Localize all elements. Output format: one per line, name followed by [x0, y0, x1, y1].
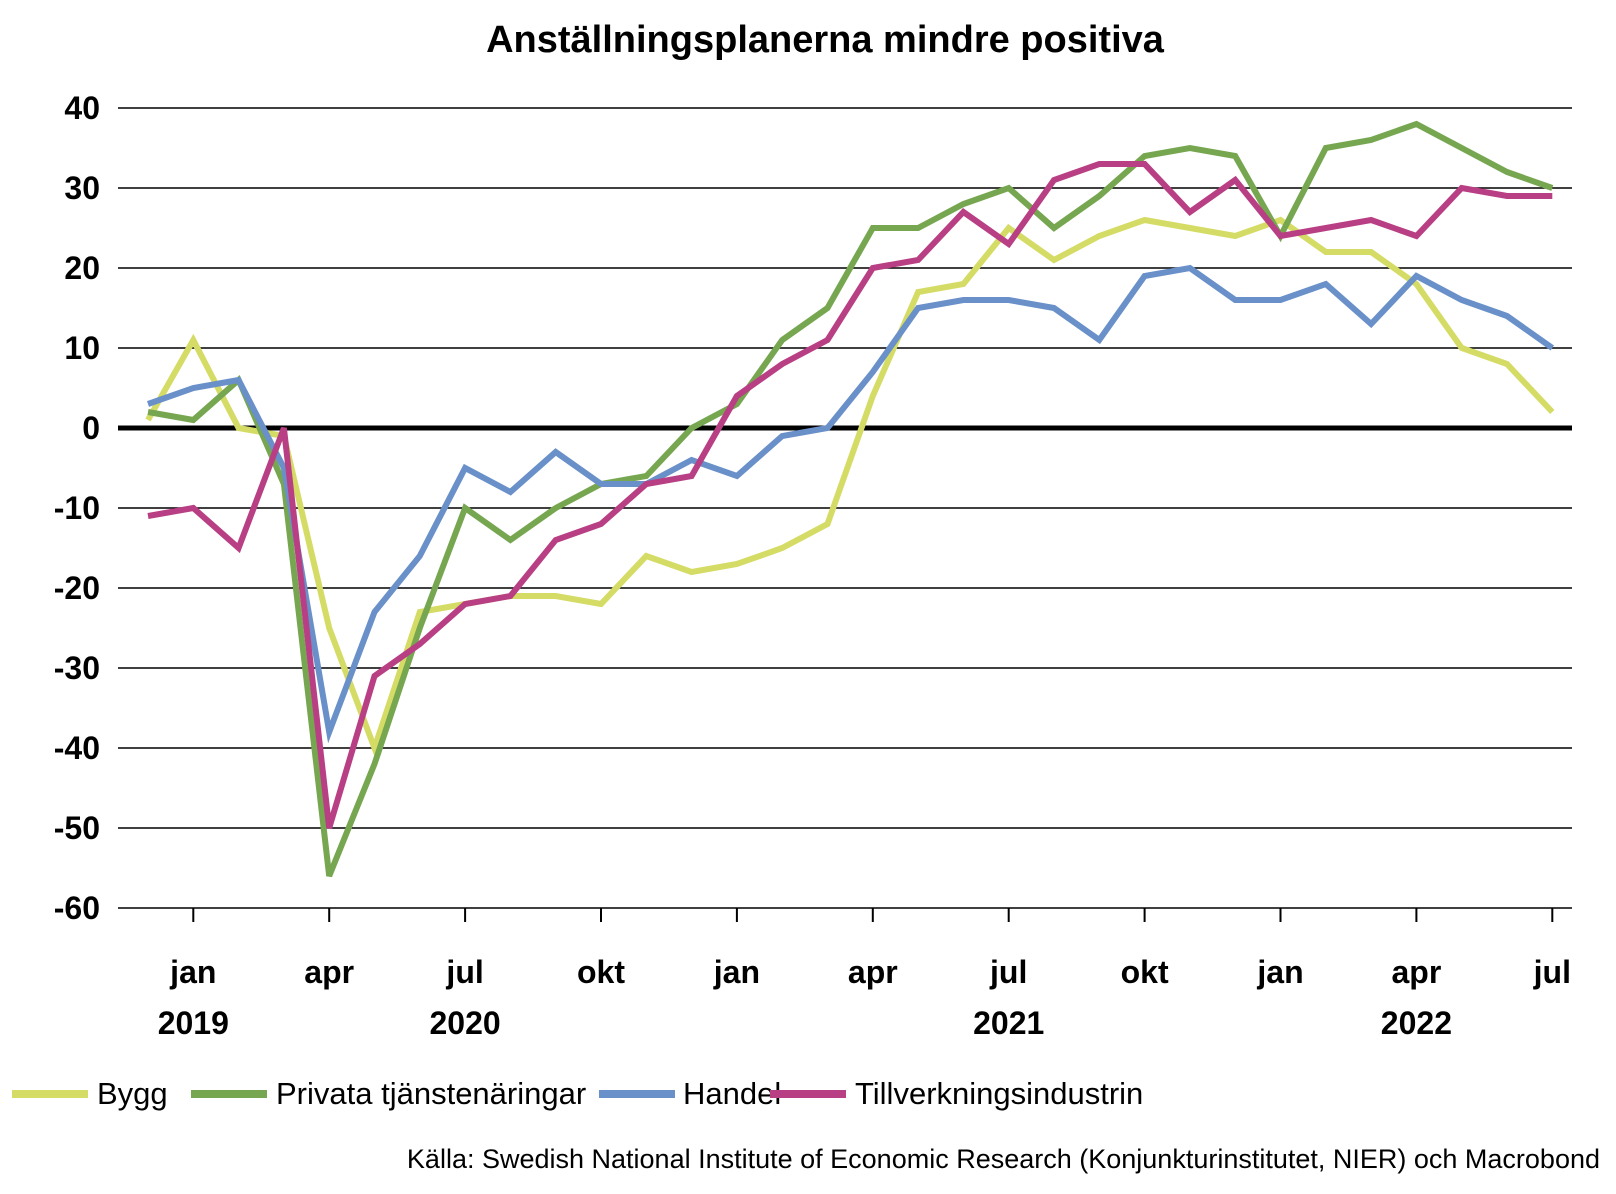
source-note: Källa: Swedish National Institute of Eco… — [407, 1144, 1600, 1174]
x-year-label: 2022 — [1381, 1005, 1452, 1041]
x-tick-label: okt — [577, 954, 625, 990]
x-axis: jan 2019 apr jul 2020 okt jan apr jul 2021 okt jan a… — [158, 908, 1571, 1041]
x-tick-label: jul — [445, 954, 483, 990]
series-lines — [145, 120, 1555, 878]
x-tick-label: okt — [1121, 954, 1169, 990]
legend: Bygg Privata tjänstenäringar Handel Tillver… — [12, 1076, 1143, 1111]
x-year-label: 2019 — [158, 1005, 229, 1041]
y-tick-label: -30 — [54, 650, 100, 686]
y-tick-label: -40 — [54, 730, 100, 766]
x-tick-label: apr — [304, 954, 354, 990]
y-axis: 40 30 20 10 0 -10 -20 -30 -40 -50 -60 — [54, 90, 100, 926]
legend-label-1: Bygg — [97, 1076, 168, 1111]
y-tick-label: -20 — [54, 570, 100, 606]
y-tick-label: -50 — [54, 810, 100, 846]
x-tick-label: jul — [1533, 954, 1571, 990]
y-tick-label: 30 — [64, 170, 100, 206]
series-line-1 — [145, 216, 1555, 757]
x-year-label: 2021 — [973, 1005, 1044, 1041]
x-tick-label: jan — [1256, 954, 1303, 990]
x-tick-label: jan — [169, 954, 216, 990]
y-tick-label: 40 — [64, 90, 100, 126]
y-tick-label: 0 — [82, 410, 100, 446]
y-tick-label: 20 — [64, 250, 100, 286]
y-tick-label: 10 — [64, 330, 100, 366]
series-line-2 — [147, 120, 1554, 878]
legend-label-3: Handel — [683, 1076, 781, 1111]
chart-title: Anställningsplanerna mindre positiva — [486, 19, 1165, 61]
x-tick-label: jul — [989, 954, 1027, 990]
x-tick-label: apr — [848, 954, 898, 990]
legend-label-2: Privata tjänstenäringar — [276, 1076, 586, 1111]
x-year-label: 2020 — [430, 1005, 501, 1041]
legend-label-4: Tillverkningsindustrin — [855, 1076, 1143, 1111]
x-tick-label: jan — [713, 954, 760, 990]
y-tick-label: -10 — [54, 490, 100, 526]
series-line-3 — [147, 264, 1555, 744]
gridlines — [118, 107, 1572, 909]
x-tick-label: apr — [1392, 954, 1442, 990]
y-tick-label: -60 — [54, 890, 100, 926]
series-line-4 — [147, 161, 1553, 829]
